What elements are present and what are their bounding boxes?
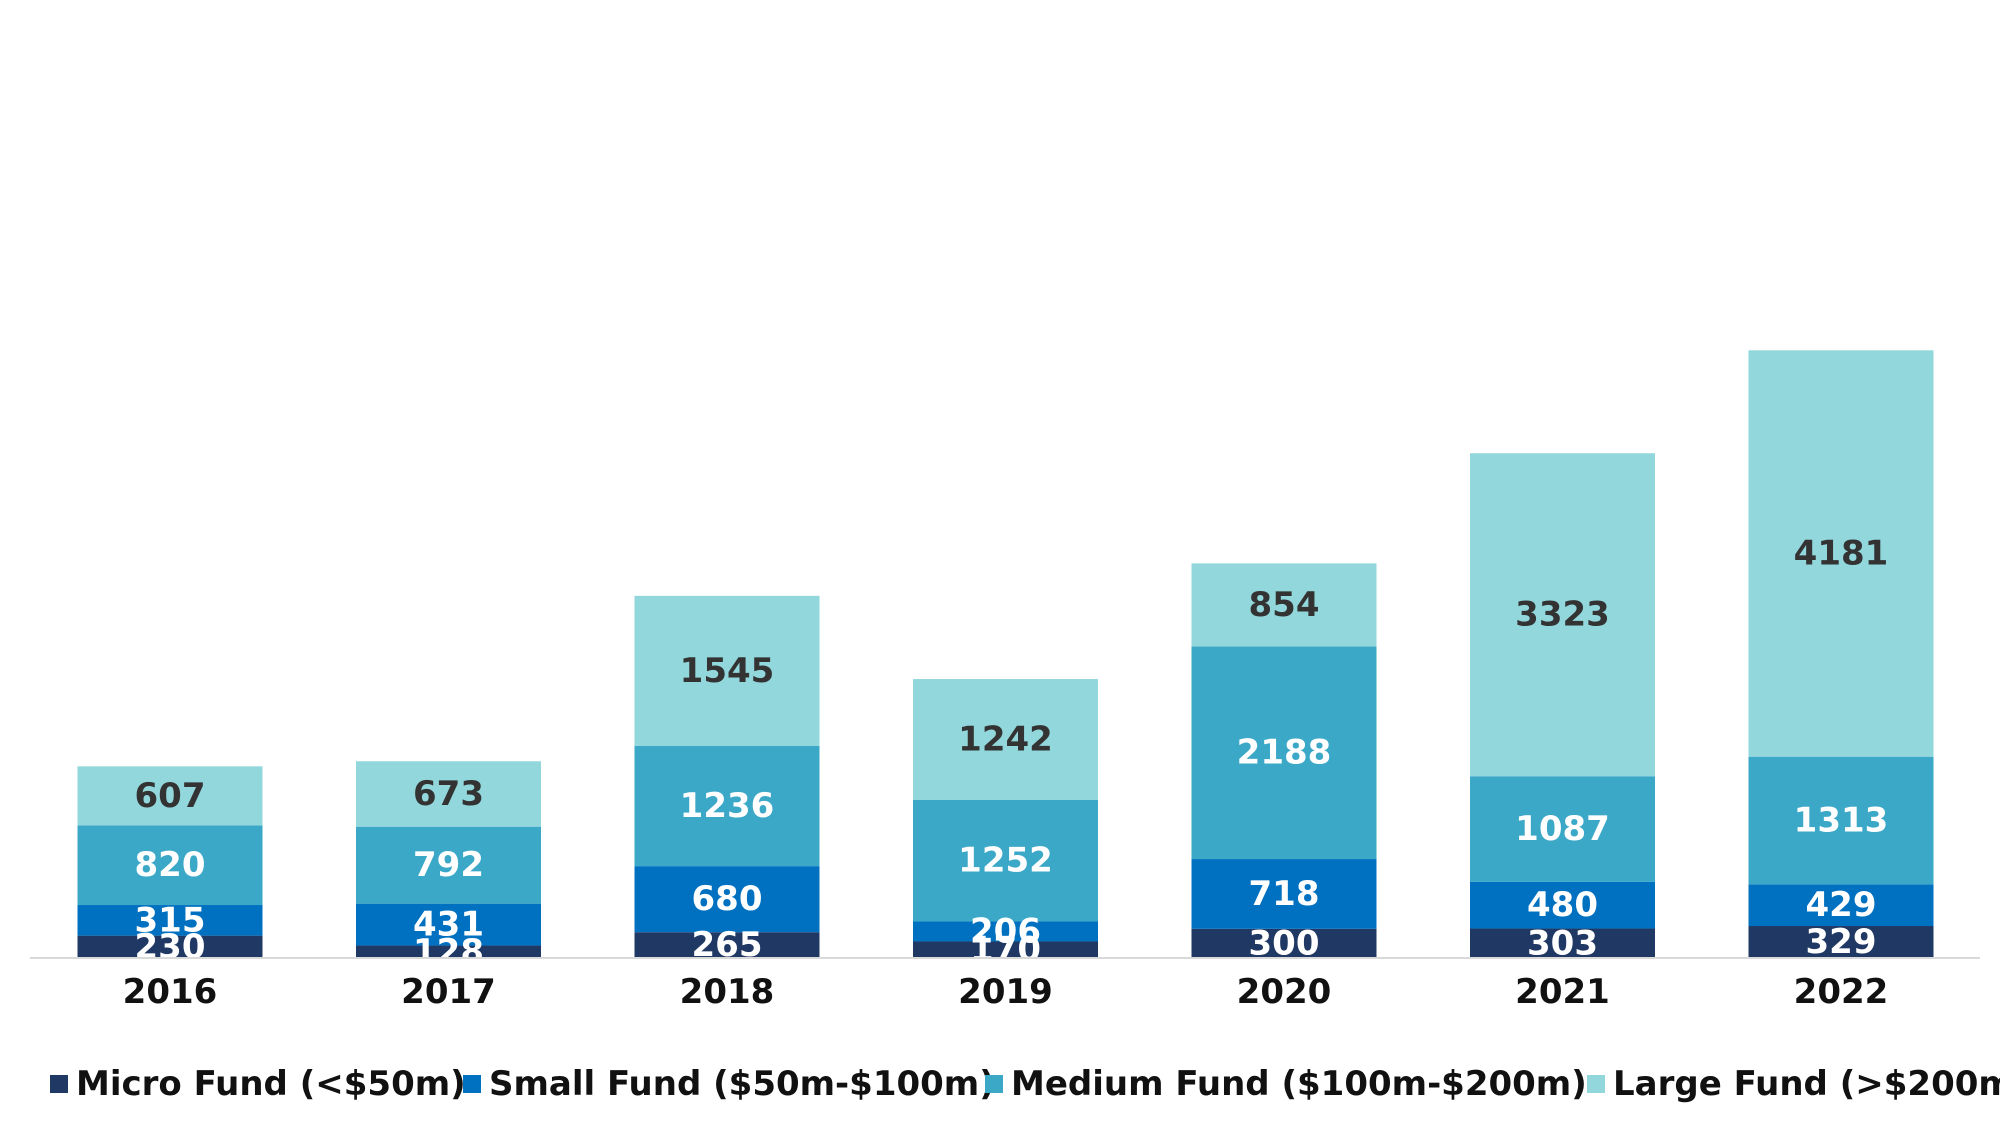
data-label-micro-2020: 300 [1249,923,1320,963]
data-label-medium-2021: 1087 [1515,809,1610,849]
data-label-small-2016: 315 [135,900,206,940]
bar-medium-2016 [77,825,263,906]
x-tick-2021: 2021 [1515,972,1610,1012]
data-label-small-2022: 429 [1806,885,1877,925]
legend-swatch-micro [50,1075,68,1093]
data-label-large-2019: 1242 [958,719,1053,759]
data-label-small-2018: 680 [692,879,763,919]
legend-item-micro: Micro Fund (<$50m) [50,1064,466,1104]
bar-large-2022 [1748,350,1934,757]
data-label-micro-2021: 303 [1527,923,1598,963]
data-label-medium-2020: 2188 [1237,733,1332,773]
bar-small-2017 [356,903,541,946]
bar-micro-2020 [1191,928,1377,958]
bar-micro-2021 [1470,928,1655,958]
data-label-medium-2017: 792 [413,845,484,885]
data-label-micro-2018: 265 [692,925,763,965]
data-label-medium-2016: 820 [135,845,206,885]
data-label-large-2021: 3323 [1515,595,1610,635]
bar-large-2016 [77,766,263,826]
bars-layer [77,350,1934,958]
data-label-micro-2022: 329 [1806,922,1877,962]
data-label-micro-2017: 128 [413,932,484,972]
bar-small-2018 [634,866,820,933]
legend-item-medium: Medium Fund ($100m-$200m) [985,1064,1587,1104]
bar-small-2016 [77,905,263,936]
data-label-small-2021: 480 [1527,885,1598,925]
legend-swatch-medium [985,1075,1003,1093]
bar-medium-2017 [356,826,541,904]
data-label-micro-2016: 230 [135,927,206,967]
bar-small-2020 [1191,859,1377,929]
legend-label-micro: Micro Fund (<$50m) [76,1064,466,1104]
data-label-large-2022: 4181 [1794,534,1889,574]
bar-large-2018 [634,595,820,747]
x-tick-2022: 2022 [1794,972,1889,1012]
bar-medium-2020 [1191,646,1377,860]
bar-medium-2018 [634,746,820,867]
bar-micro-2022 [1748,926,1934,958]
bar-small-2019 [913,921,1098,942]
legend-label-large: Large Fund (>$200m) [1613,1064,2000,1104]
data-label-medium-2019: 1252 [958,841,1053,881]
data-label-large-2016: 607 [135,776,206,816]
data-label-small-2017: 431 [413,905,484,945]
bar-large-2020 [1191,563,1377,647]
data-label-large-2017: 673 [413,774,484,814]
legend: Micro Fund (<$50m) Small Fund ($50m-$100m… [50,1064,2000,1104]
bar-medium-2019 [913,799,1098,922]
data-label-medium-2022: 1313 [1794,801,1889,841]
data-label-small-2019: 206 [970,911,1041,951]
bar-small-2022 [1748,884,1934,927]
legend-swatch-small [463,1075,481,1093]
x-tick-2020: 2020 [1237,972,1332,1012]
bar-large-2021 [1470,453,1655,777]
bar-small-2021 [1470,881,1655,929]
x-tick-2017: 2017 [401,972,496,1012]
x-tick-2018: 2018 [680,972,775,1012]
bar-micro-2017 [356,945,541,958]
legend-item-small: Small Fund ($50m-$100m) [463,1064,995,1104]
legend-item-large: Large Fund (>$200m) [1587,1064,2000,1104]
data-label-medium-2018: 1236 [680,786,775,826]
data-label-large-2020: 854 [1249,585,1320,625]
bar-large-2019 [913,679,1098,800]
bar-micro-2019 [913,941,1098,958]
x-tick-2019: 2019 [958,972,1053,1012]
x-tick-labels: 2016 2017 2018 2019 2020 2021 2022 [123,972,1889,1012]
legend-swatch-large [1587,1075,1605,1093]
legend-label-medium: Medium Fund ($100m-$200m) [1011,1064,1587,1104]
data-label-large-2018: 1545 [680,651,775,691]
bar-micro-2016 [77,935,263,958]
bar-medium-2022 [1748,756,1934,885]
data-label-micro-2019: 170 [970,930,1041,970]
x-tick-2016: 2016 [123,972,218,1012]
data-label-small-2020: 718 [1249,874,1320,914]
bar-large-2017 [356,761,541,827]
bar-medium-2021 [1470,776,1655,882]
legend-label-small: Small Fund ($50m-$100m) [489,1064,995,1104]
bar-micro-2018 [634,932,820,958]
